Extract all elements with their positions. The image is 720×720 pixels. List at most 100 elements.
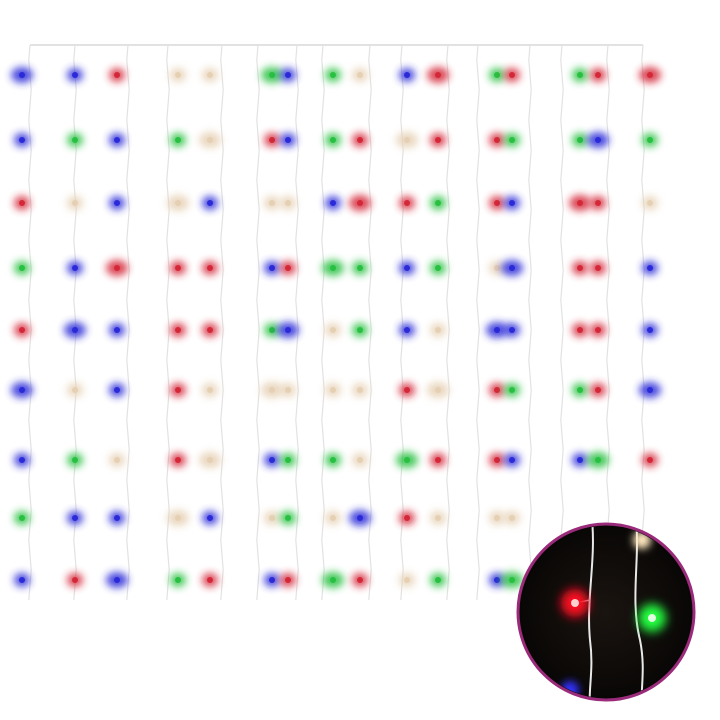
bulb — [435, 387, 441, 393]
inset-frame — [516, 522, 696, 702]
bulb — [19, 515, 25, 521]
bulb — [357, 327, 363, 333]
bulb — [19, 387, 25, 393]
bulb — [595, 387, 601, 393]
bulb — [72, 137, 78, 143]
bulb — [114, 515, 120, 521]
bulb — [269, 387, 275, 393]
bulb — [207, 72, 213, 78]
bulb — [207, 327, 213, 333]
bulb — [404, 137, 410, 143]
bulb — [72, 387, 78, 393]
bulb — [175, 577, 181, 583]
bulb — [114, 72, 120, 78]
bulb — [72, 327, 78, 333]
bulb — [285, 327, 291, 333]
bulb — [19, 72, 25, 78]
strand — [641, 44, 645, 601]
bulb — [207, 137, 213, 143]
bulb — [509, 387, 515, 393]
bulb — [285, 515, 291, 521]
bulb — [175, 457, 181, 463]
bulb — [175, 387, 181, 393]
bulb — [114, 387, 120, 393]
bulb — [19, 137, 25, 143]
bulb — [19, 327, 25, 333]
bulb — [494, 457, 500, 463]
bulb — [285, 457, 291, 463]
strand — [400, 44, 404, 601]
inset-strand — [634, 526, 644, 698]
bulb — [647, 137, 653, 143]
bulb — [269, 577, 275, 583]
bulb — [72, 265, 78, 271]
bulb — [404, 327, 410, 333]
bulb — [357, 200, 363, 206]
bulb — [404, 72, 410, 78]
bulb — [269, 137, 275, 143]
bulb — [647, 327, 653, 333]
bulbs — [11, 67, 661, 588]
inset-bulb-core — [571, 599, 579, 607]
bulb — [647, 457, 653, 463]
bulb — [494, 72, 500, 78]
bulb — [19, 265, 25, 271]
bulb — [207, 200, 213, 206]
bulb — [577, 457, 583, 463]
bulb — [175, 200, 181, 206]
bulb — [330, 577, 336, 583]
strand — [166, 44, 170, 601]
bulb — [577, 265, 583, 271]
strand — [295, 44, 299, 601]
bulb — [269, 200, 275, 206]
bulb — [269, 515, 275, 521]
bulb — [494, 577, 500, 583]
bulb — [494, 327, 500, 333]
bulb — [509, 137, 515, 143]
bulb — [647, 387, 653, 393]
bulb — [285, 72, 291, 78]
bulb — [435, 265, 441, 271]
strand — [560, 44, 564, 601]
bulb — [285, 137, 291, 143]
bulb — [577, 200, 583, 206]
bulb — [19, 577, 25, 583]
strand — [126, 44, 130, 601]
strand — [256, 44, 260, 601]
bulb — [114, 200, 120, 206]
bulb — [114, 577, 120, 583]
strand — [368, 44, 372, 601]
bulb — [357, 457, 363, 463]
bulb — [269, 457, 275, 463]
bulb — [577, 387, 583, 393]
bulb — [207, 265, 213, 271]
bulb — [595, 137, 601, 143]
bulb — [404, 457, 410, 463]
bulb — [285, 200, 291, 206]
bulb — [357, 265, 363, 271]
bulb — [175, 137, 181, 143]
bulb — [330, 457, 336, 463]
bulb — [509, 577, 515, 583]
bulb — [595, 200, 601, 206]
strand — [476, 44, 480, 601]
bulb — [494, 137, 500, 143]
bulb — [404, 265, 410, 271]
bulb — [404, 515, 410, 521]
bulb — [175, 72, 181, 78]
strand — [220, 44, 224, 601]
bulb — [577, 327, 583, 333]
strands — [28, 44, 645, 601]
bulb — [175, 515, 181, 521]
bulb — [509, 457, 515, 463]
bulb — [509, 327, 515, 333]
bulb — [435, 457, 441, 463]
bulb — [330, 387, 336, 393]
strand — [606, 44, 610, 601]
bulb — [509, 515, 515, 521]
detail-inset — [516, 522, 696, 702]
bulb — [435, 327, 441, 333]
bulb — [404, 200, 410, 206]
bulb — [357, 515, 363, 521]
